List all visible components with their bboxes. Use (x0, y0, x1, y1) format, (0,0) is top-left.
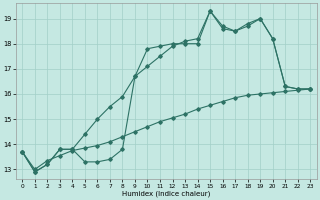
X-axis label: Humidex (Indice chaleur): Humidex (Indice chaleur) (122, 190, 211, 197)
